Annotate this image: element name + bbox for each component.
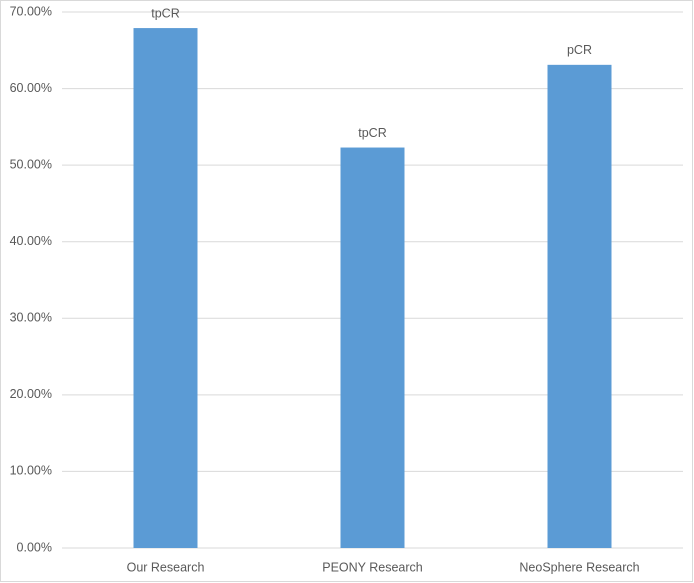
bar <box>340 147 405 548</box>
y-tick-label: 30.00% <box>10 311 52 325</box>
x-tick-label: Our Research <box>127 560 205 574</box>
y-tick-label: 20.00% <box>10 387 52 401</box>
bar <box>133 28 198 548</box>
y-tick-label: 50.00% <box>10 157 52 171</box>
y-tick-label: 60.00% <box>10 81 52 95</box>
y-tick-label: 40.00% <box>10 234 52 248</box>
x-tick-label: NeoSphere Research <box>519 560 639 574</box>
bar-label: tpCR <box>358 126 386 140</box>
bar <box>547 64 612 548</box>
bar-label: tpCR <box>151 6 179 20</box>
y-tick-label: 0.00% <box>17 540 52 554</box>
y-tick-label: 10.00% <box>10 464 52 478</box>
x-tick-label: PEONY Research <box>322 560 423 574</box>
bar-label: pCR <box>567 43 592 57</box>
y-tick-label: 70.00% <box>10 4 52 18</box>
